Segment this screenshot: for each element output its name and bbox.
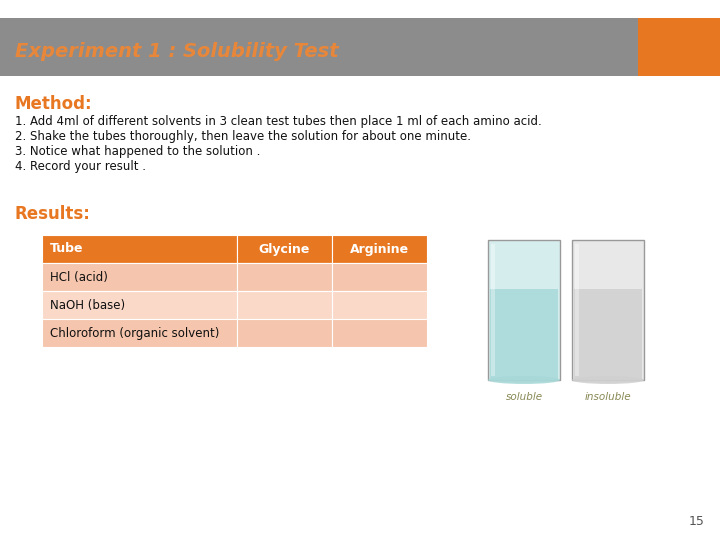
Text: Arginine: Arginine: [350, 242, 409, 255]
Text: soluble: soluble: [505, 392, 543, 402]
Text: NaOH (base): NaOH (base): [50, 299, 125, 312]
Bar: [42, 235, 237, 263]
Bar: [332, 319, 427, 347]
Bar: [332, 235, 427, 263]
Ellipse shape: [490, 377, 558, 383]
Text: Tube: Tube: [50, 242, 84, 255]
Bar: [490, 289, 558, 380]
Bar: [42, 263, 237, 291]
Bar: [0, 18, 720, 76]
Text: 15: 15: [689, 515, 705, 528]
Bar: [237, 263, 332, 291]
Text: insoluble: insoluble: [585, 392, 631, 402]
Text: Experiment 1 : Solubility Test: Experiment 1 : Solubility Test: [15, 42, 338, 61]
Text: 1. Add 4ml of different solvents in 3 clean test tubes then place 1 ml of each a: 1. Add 4ml of different solvents in 3 cl…: [15, 115, 541, 128]
Bar: [572, 240, 644, 380]
Bar: [237, 291, 332, 319]
Bar: [42, 319, 237, 347]
Ellipse shape: [488, 376, 560, 384]
Text: Method:: Method:: [15, 95, 93, 113]
Text: Results:: Results:: [15, 205, 91, 223]
Text: 4. Record your result .: 4. Record your result .: [15, 160, 146, 173]
Bar: [42, 291, 237, 319]
Text: Chloroform (organic solvent): Chloroform (organic solvent): [50, 327, 220, 340]
Text: Glycine: Glycine: [258, 242, 310, 255]
Ellipse shape: [572, 376, 644, 384]
Bar: [574, 289, 642, 380]
Bar: [638, 18, 720, 76]
Bar: [332, 291, 427, 319]
Bar: [332, 263, 427, 291]
Bar: [491, 244, 495, 376]
Text: 2. Shake the tubes thoroughly, then leave the solution for about one minute.: 2. Shake the tubes thoroughly, then leav…: [15, 130, 471, 143]
Bar: [237, 235, 332, 263]
Bar: [575, 244, 579, 376]
Bar: [237, 319, 332, 347]
Bar: [488, 240, 560, 380]
Text: 3. Notice what happened to the solution .: 3. Notice what happened to the solution …: [15, 145, 261, 158]
Text: HCl (acid): HCl (acid): [50, 271, 108, 284]
Ellipse shape: [574, 377, 642, 383]
